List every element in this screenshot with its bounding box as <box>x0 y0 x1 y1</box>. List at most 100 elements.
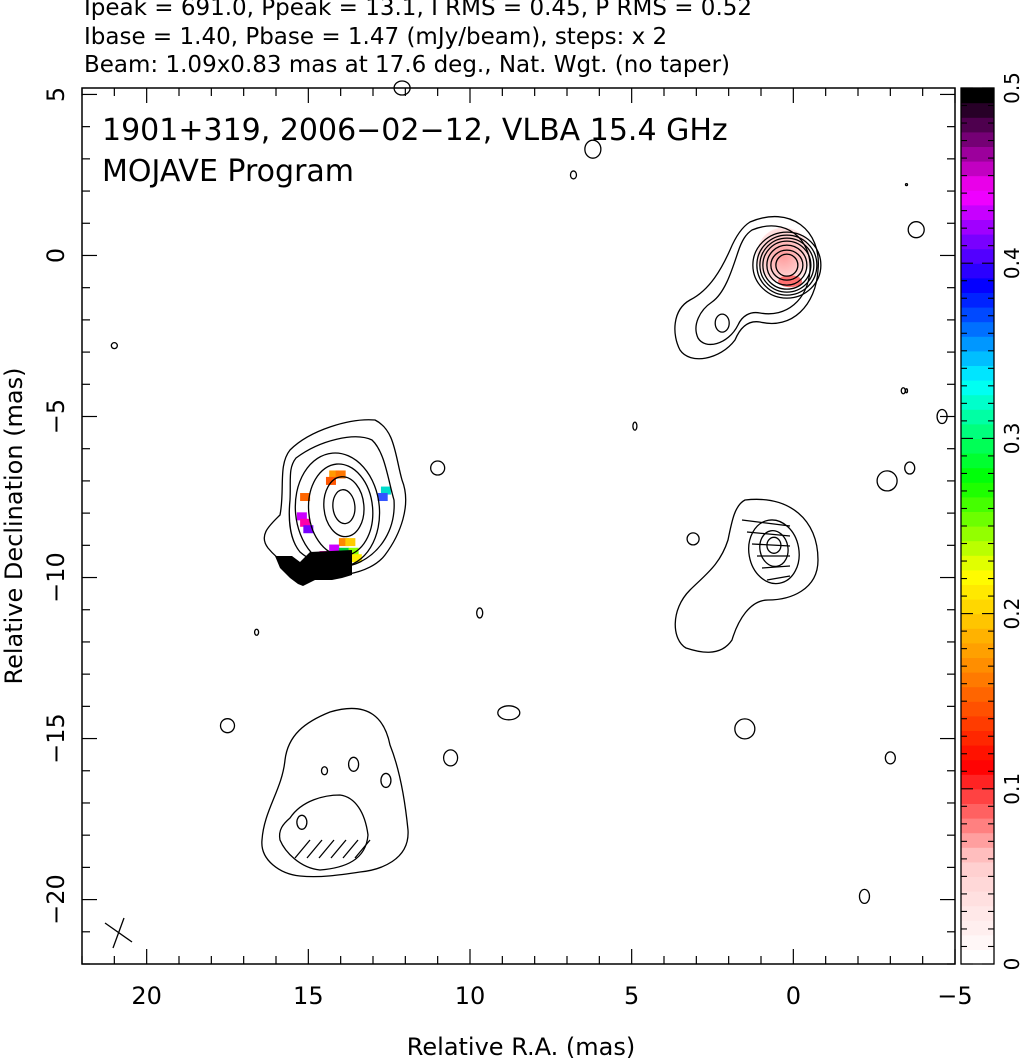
colorbar-step <box>961 350 994 366</box>
plot-frame <box>81 87 956 965</box>
colorbar-step <box>961 146 994 162</box>
isolated-contour <box>907 221 925 239</box>
colorbar-step <box>961 321 994 337</box>
beam-cross <box>104 917 133 949</box>
diffuse-hatch <box>294 839 311 859</box>
isolated-contour <box>584 139 602 159</box>
colorbar-step <box>961 891 994 907</box>
isolated-contour <box>476 607 484 619</box>
isolated-contour <box>904 182 909 187</box>
pol-pixel <box>303 525 314 534</box>
colorbar-step <box>961 949 994 965</box>
y-axis-label: Relative Declination (mas) <box>0 367 28 684</box>
isolated-contour <box>904 388 909 394</box>
y-tick-label: −20 <box>42 874 70 925</box>
colorbar-step <box>961 263 994 279</box>
colorbar-step <box>961 876 994 892</box>
diffuse-contour <box>320 766 329 776</box>
colorbar-step <box>961 365 994 381</box>
colorbar-step <box>961 759 994 775</box>
colorbar-step <box>961 599 994 615</box>
jet-hatch <box>751 543 791 547</box>
y-tick-label: −5 <box>42 399 70 434</box>
diffuse-contour <box>380 772 392 789</box>
pol-pixel <box>335 470 346 479</box>
colorbar-tick-label: 0.2 <box>1000 598 1022 630</box>
core-contour <box>770 249 804 281</box>
jet-hatch <box>746 531 791 537</box>
diffuse-hatch <box>330 839 347 859</box>
colorbar-tick-label: 0.4 <box>1000 247 1022 279</box>
colorbar-step <box>961 467 994 483</box>
knot-contour <box>294 452 381 568</box>
jet-contour <box>674 498 819 653</box>
colorbar-step <box>961 920 994 936</box>
colorbar-step <box>961 409 994 425</box>
pol-pixel <box>377 493 388 502</box>
isolated-contour <box>686 532 700 546</box>
isolated-contour <box>430 460 446 476</box>
colorbar-step <box>961 774 994 790</box>
colorbar-step <box>961 88 994 104</box>
axis-ticks <box>81 88 956 965</box>
x-tick-label: 15 <box>293 982 324 1010</box>
isolated-contour <box>904 461 916 475</box>
colorbar-step <box>961 161 994 177</box>
diffuse-hatch <box>342 839 359 859</box>
diffuse-hatch <box>318 839 335 859</box>
colorbar-step <box>961 336 994 352</box>
colorbar-ticks <box>961 87 994 965</box>
colorbar-step <box>961 526 994 542</box>
colorbar-step <box>961 832 994 848</box>
colorbar-labels: 0 0.1 0.2 0.3 0.4 0.5 <box>1000 72 1022 970</box>
diffuse-contour <box>347 756 360 772</box>
knot-contour <box>288 436 395 568</box>
colorbar <box>961 88 994 965</box>
isolated-contour <box>569 170 578 180</box>
pol-pixel <box>300 518 311 527</box>
colorbar-step <box>961 569 994 585</box>
colorbar-step <box>961 657 994 673</box>
jet-contour <box>748 519 800 585</box>
isolated-contour <box>253 628 260 636</box>
colorbar-step <box>961 540 994 556</box>
colorbar-step <box>961 102 994 118</box>
colorbar-step <box>961 905 994 921</box>
core-contour <box>756 234 818 296</box>
knot-contour <box>263 419 407 577</box>
colorbar-step <box>961 803 994 819</box>
x-tick-label: 0 <box>786 982 801 1010</box>
colorbar-step <box>961 613 994 629</box>
colorbar-step <box>961 117 994 133</box>
colorbar-step <box>961 511 994 527</box>
pol-pixel <box>345 538 356 547</box>
colorbar-step <box>961 788 994 804</box>
pol-black-blob <box>275 550 352 586</box>
colorbar-step <box>961 380 994 396</box>
colorbar-step <box>961 555 994 571</box>
colorbar-step <box>961 861 994 877</box>
colorbar-step <box>961 496 994 512</box>
colorbar-step <box>961 934 994 950</box>
pol-pixel <box>296 512 307 521</box>
x-tick-label: 5 <box>624 982 639 1010</box>
colorbar-step <box>961 642 994 658</box>
colorbar-step <box>961 628 994 644</box>
colorbar-tick-label: 0 <box>1000 958 1022 971</box>
colorbar-tick-label: 0.1 <box>1000 773 1022 805</box>
x-tick-label: −5 <box>937 982 972 1010</box>
y-tick-label: 5 <box>42 87 70 102</box>
pol-pixel <box>329 470 340 479</box>
isolated-contour <box>110 341 118 350</box>
core-pol-patch <box>778 275 803 288</box>
colorbar-step <box>961 175 994 191</box>
colorbar-step <box>961 131 994 147</box>
colorbar-step <box>961 584 994 600</box>
core-contour <box>759 237 815 293</box>
isolated-contour <box>900 387 906 395</box>
program-label: MOJAVE Program <box>102 154 355 189</box>
diffuse-hatch <box>306 839 323 859</box>
core-contour <box>762 240 812 290</box>
colorbar-step <box>961 438 994 454</box>
